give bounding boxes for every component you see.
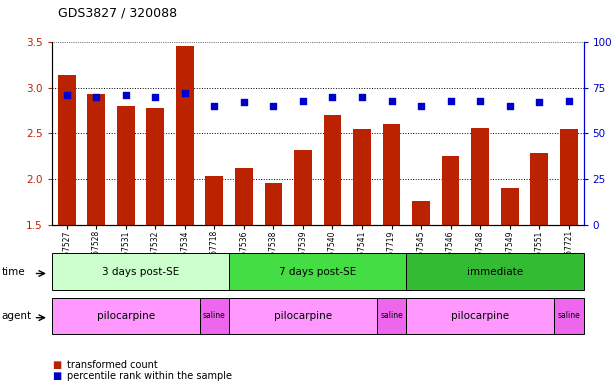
Bar [176, 46, 194, 225]
Point [357, 94, 367, 100]
Bar [324, 115, 342, 225]
Bar [117, 106, 134, 225]
Bar [560, 129, 577, 225]
Point [298, 98, 308, 104]
Point [534, 99, 544, 106]
Text: saline: saline [203, 311, 225, 320]
Bar [294, 150, 312, 225]
Bar [87, 94, 105, 225]
Bar [471, 128, 489, 225]
Point [150, 94, 160, 100]
Text: saline: saline [380, 311, 403, 320]
Point [121, 92, 131, 98]
Bar [442, 156, 459, 225]
Text: pilocarpine: pilocarpine [274, 311, 332, 321]
Point [387, 98, 397, 104]
Text: agent: agent [2, 311, 32, 321]
Text: transformed count: transformed count [67, 360, 158, 370]
Point [239, 99, 249, 106]
Text: ■: ■ [52, 360, 61, 370]
Point [62, 92, 71, 98]
Bar [58, 75, 76, 225]
Point [210, 103, 219, 109]
Bar [205, 176, 223, 225]
Bar [412, 201, 430, 225]
Text: GDS3827 / 320088: GDS3827 / 320088 [58, 6, 177, 19]
Bar [501, 188, 519, 225]
Bar [353, 129, 371, 225]
Text: 3 days post-SE: 3 days post-SE [102, 266, 179, 277]
Text: pilocarpine: pilocarpine [97, 311, 155, 321]
Text: percentile rank within the sample: percentile rank within the sample [67, 371, 232, 381]
Text: 7 days post-SE: 7 days post-SE [279, 266, 356, 277]
Point [475, 98, 485, 104]
Point [505, 103, 514, 109]
Point [268, 103, 278, 109]
Point [327, 94, 337, 100]
Bar [235, 168, 253, 225]
Text: ■: ■ [52, 371, 61, 381]
Text: saline: saline [557, 311, 580, 320]
Point [416, 103, 426, 109]
Bar [147, 108, 164, 225]
Text: pilocarpine: pilocarpine [451, 311, 509, 321]
Text: time: time [2, 266, 26, 277]
Bar [530, 152, 548, 225]
Bar [265, 183, 282, 225]
Point [92, 94, 101, 100]
Bar [382, 124, 400, 225]
Point [445, 98, 455, 104]
Point [180, 90, 189, 96]
Text: immediate: immediate [467, 266, 523, 277]
Point [564, 98, 574, 104]
